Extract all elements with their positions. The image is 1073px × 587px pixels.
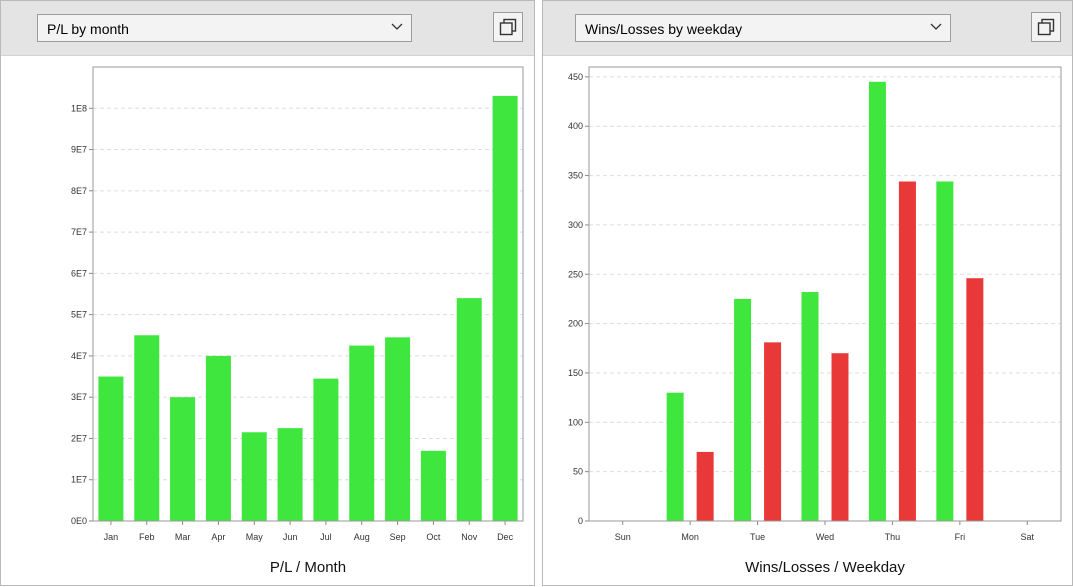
bar [277,428,303,521]
x-tick-label: May [246,532,264,542]
pl-by-month-chart: 0E0 1E7 2E7 3E7 4E7 5E7 6E7 7E7 8E7 9E7 1E8 Jan Feb M… [71,66,524,576]
y-tick-label: 0 [578,516,583,526]
bar [936,181,954,522]
x-tick-label: Nov [461,532,478,542]
restore-window-button[interactable] [493,12,523,42]
restore-window-button[interactable] [1031,12,1061,42]
y-tick-label: 200 [568,319,583,329]
x-axis-title: Wins/Losses / Weekday [745,559,905,576]
y-tick-label: 150 [568,368,583,378]
dropdown-selected-value: P/L by month [47,21,129,37]
x-tick-label: Jan [104,532,119,542]
bar [734,298,752,521]
x-tick-label: Thu [885,532,901,542]
x-tick-label: Oct [426,532,441,542]
y-tick-label: 0E0 [71,516,87,526]
bar [801,292,819,521]
bar [831,353,849,521]
x-tick-label: Jun [283,532,298,542]
y-tick-label: 5E7 [71,310,87,320]
bar [349,345,375,521]
x-tick-label: Aug [354,532,370,542]
chevron-down-icon [391,23,403,30]
x-tick-label: Tue [750,532,765,542]
bar [696,451,714,521]
dropdown-selected-value: Wins/Losses by weekday [585,21,743,37]
x-tick-label: Wed [816,532,834,542]
wins-losses-by-weekday-panel: Wins/Losses by weekday 0 50 100 150 200 250 30… [542,0,1073,586]
panel-header: P/L by month [1,1,534,56]
y-tick-label: 3E7 [71,392,87,402]
x-tick-label: Mar [175,532,191,542]
y-tick-label: 1E7 [71,475,87,485]
y-tick-label: 9E7 [71,145,87,155]
y-tick-label: 1E8 [71,103,87,113]
bar [98,376,124,521]
plot-area-frame [92,66,524,522]
bar [898,181,916,522]
x-tick-label: Dec [497,532,514,542]
y-tick-label: 7E7 [71,227,87,237]
chart-type-dropdown[interactable]: P/L by month [37,14,412,42]
x-tick-label: Jul [320,532,332,542]
x-tick-label: Mon [681,532,699,542]
y-tick-label: 6E7 [71,268,87,278]
bar [966,278,984,521]
bar [134,335,160,521]
bar [420,450,446,521]
bar [868,81,886,521]
chart-type-dropdown[interactable]: Wins/Losses by weekday [575,14,951,42]
y-tick-label: 100 [568,417,583,427]
chevron-down-icon [930,23,942,30]
pl-by-month-panel: P/L by month 0E0 1E7 2E7 3E7 4E7 5E7 6E7 7E7 8E7… [0,0,535,586]
restore-window-icon [1037,18,1055,36]
y-tick-label: 2E7 [71,433,87,443]
x-tick-label: Feb [139,532,155,542]
x-axis-title: P/L / Month [270,559,346,576]
y-tick-label: 8E7 [71,186,87,196]
x-tick-label: Sun [615,532,631,542]
bar [456,298,482,521]
y-tick-label: 350 [568,171,583,181]
panel-header: Wins/Losses by weekday [543,1,1072,56]
restore-window-icon [499,18,517,36]
bar [764,342,782,521]
bar [241,432,267,521]
x-tick-label: Apr [211,532,225,542]
y-tick-label: 250 [568,269,583,279]
y-tick-label: 400 [568,121,583,131]
bar [170,397,196,521]
bar [666,392,684,521]
bar [385,337,411,521]
x-tick-label: Sep [390,532,406,542]
y-tick-label: 300 [568,220,583,230]
plot-area-frame [588,66,1062,522]
y-tick-label: 50 [573,467,583,477]
bar [313,378,339,521]
x-tick-label: Fri [955,532,966,542]
bar [492,95,518,522]
y-tick-label: 450 [568,72,583,82]
bar [205,355,231,521]
x-tick-label: Sat [1021,532,1035,542]
wins-losses-by-weekday-chart: 0 50 100 150 200 250 300 350 400 450 Sun Mon Tue Wed T… [568,66,1062,576]
y-tick-label: 4E7 [71,351,87,361]
